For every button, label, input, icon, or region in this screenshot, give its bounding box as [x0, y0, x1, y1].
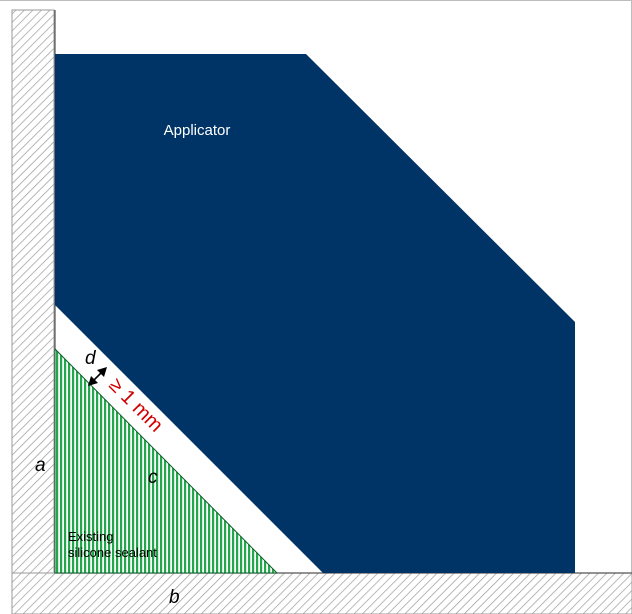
sealant-triangle [54, 347, 279, 574]
sealant-label-line1: Existing [68, 529, 114, 544]
dimension-c-label: c [148, 467, 158, 488]
left-wall [11, 9, 55, 574]
dimension-d-label: d [85, 348, 97, 369]
dimension-b-label: b [169, 587, 180, 608]
gap-arrow [88, 367, 107, 386]
floor [11, 572, 632, 614]
applicator-shape [55, 54, 575, 573]
sealant-label-line2: silicone sealant [68, 545, 157, 560]
applicator-label: Applicator [164, 122, 231, 139]
dimension-a-label: a [35, 455, 46, 476]
